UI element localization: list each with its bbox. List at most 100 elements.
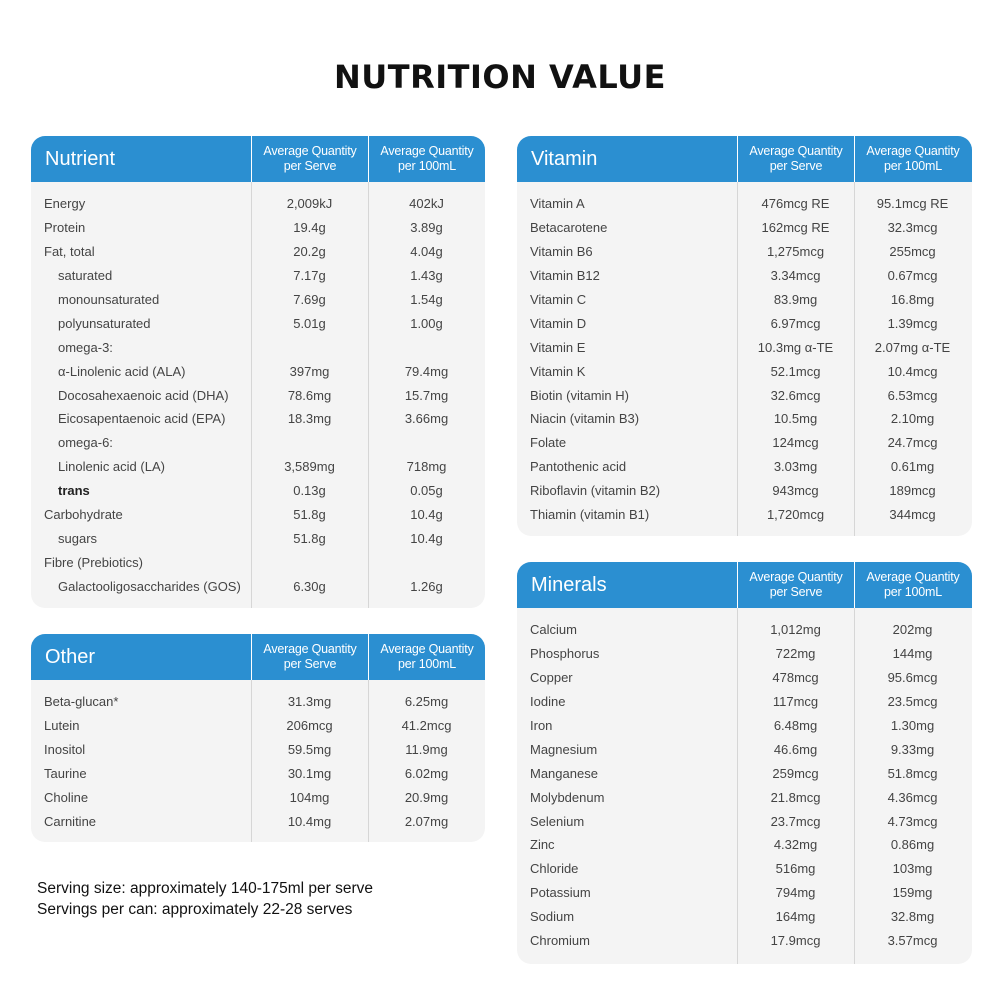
col-header-per-100ml: Average Quantity per 100mL	[368, 634, 485, 680]
nutrient-name: Fibre (Prebiotics)	[44, 554, 143, 570]
col-header-per-serve: Average Quantity per Serve	[737, 136, 854, 182]
per-serve-value: 124mcg	[772, 435, 819, 451]
per-serve-value: 794mg	[775, 885, 816, 901]
table-row: trans 0.13g 0.05g	[31, 479, 485, 503]
nutrient-name: Taurine	[44, 766, 87, 782]
vitamin-table: Vitamin A 476mcg RE 95.1mcg RE Betacarotene…	[517, 182, 972, 536]
per-serve-value: 51.8g	[293, 530, 326, 546]
per-serve-value: 6.48mg	[773, 718, 818, 733]
per-serve-value: 51.8g	[293, 507, 326, 523]
per-100ml-value: 41.2mcg	[401, 718, 452, 734]
table-row: Chloride 516mg 103mg	[517, 857, 972, 881]
per-100ml-value: 1.30mg	[890, 718, 935, 733]
nutrient-name: Choline	[44, 790, 89, 805]
per-100ml-value: 344mcg	[889, 507, 936, 523]
per-100ml-value: 3.66mg	[404, 411, 449, 427]
per-100ml-value: 144mg	[892, 646, 933, 662]
nutrient-header: Nutrient Average Quantity per Serve Avera…	[31, 136, 485, 182]
per-serve-value: 4.32mg	[773, 837, 818, 853]
per-serve-value: 117mcg	[772, 694, 819, 710]
per-100ml-value: 402kJ	[409, 196, 444, 212]
per-serve-value: 516mg	[775, 861, 816, 877]
per-100ml-value: 6.53mcg	[887, 387, 938, 403]
per-100ml-value: 0.05g	[410, 483, 443, 499]
per-100ml-value: 32.8mg	[890, 909, 935, 925]
nutrient-name: Phosphorus	[530, 646, 600, 662]
table-row: Chromium 17.9mcg 3.57mcg	[517, 929, 972, 953]
table-row: Carnitine 10.4mg 2.07mg	[31, 809, 485, 833]
per-serve-value: 0.13g	[293, 483, 326, 499]
table-row: Eicosapentaenoic acid (EPA) 18.3mg 3.66mg	[31, 407, 485, 431]
nutrient-name: Magnesium	[530, 741, 598, 757]
per-serve-value: 3.03mg	[773, 459, 818, 475]
nutrient-name: Carbohydrate	[44, 507, 123, 523]
table-row: Vitamin B12 3.34mcg 0.67mcg	[517, 264, 972, 288]
column-divider	[737, 182, 738, 536]
nutrient-name: Pantothenic acid	[530, 459, 627, 475]
per-serve-value: 478mcg	[772, 670, 819, 686]
nutrient-name: Iodine	[530, 694, 566, 710]
per-serve-value: 397mg	[289, 363, 330, 379]
minerals-heading: Minerals	[531, 573, 607, 596]
nutrient-name: Niacin (vitamin B3)	[530, 411, 640, 427]
per-100ml-value: 10.4mcg	[887, 363, 938, 379]
per-100ml-value: 51.8mcg	[887, 765, 938, 781]
nutrient-name: Beta-glucan*	[44, 694, 119, 710]
per-serve-value: 23.7mcg	[770, 813, 821, 829]
table-row: Sodium 164mg 32.8mg	[517, 905, 972, 929]
per-100ml-value: 79.4mg	[404, 363, 449, 379]
per-100ml-value: 0.61mg	[890, 459, 935, 475]
minerals-table: Calcium 1,012mg 202mg Phosphorus 722mg 144mg C…	[517, 608, 972, 964]
per-100ml-value: 20.9mg	[404, 790, 449, 805]
per-serve-value: 1,275mcg	[766, 244, 825, 260]
nutrient-name: Vitamin K	[530, 363, 586, 379]
column-divider	[368, 680, 369, 842]
per-100ml-value: 6.25mg	[404, 694, 449, 710]
nutrient-name: Vitamin A	[530, 196, 585, 212]
page-title: NUTRITION VALUE	[334, 58, 666, 96]
per-100ml-value: 2.10mg	[890, 411, 935, 427]
table-row: Calcium 1,012mg 202mg	[517, 618, 972, 642]
nutrient-name: Chromium	[530, 933, 590, 949]
table-row: Riboflavin (vitamin B2) 943mcg 189mcg	[517, 479, 972, 503]
nutrient-name: saturated	[58, 268, 113, 284]
table-row: Magnesium 46.6mg 9.33mg	[517, 737, 972, 761]
nutrient-name: Selenium	[530, 813, 585, 829]
per-100ml-value: 4.73mcg	[887, 813, 938, 829]
table-row: omega-6:	[31, 431, 485, 455]
nutrient-name: Vitamin B12	[530, 268, 600, 284]
table-row: Molybdenum 21.8mcg 4.36mcg	[517, 785, 972, 809]
per-serve-value: 20.2g	[293, 244, 326, 260]
per-100ml-value: 4.04g	[410, 244, 443, 260]
minerals-panel: Minerals Average Quantity per Serve Avera…	[517, 562, 972, 964]
nutrient-name: monounsaturated	[58, 292, 160, 307]
table-row: Vitamin A 476mcg RE 95.1mcg RE	[517, 192, 972, 216]
table-row: Inositol 59.5mg 11.9mg	[31, 738, 485, 762]
vitamin-panel: Vitamin Average Quantity per Serve Averag…	[517, 136, 972, 536]
table-row: Zinc 4.32mg 0.86mg	[517, 833, 972, 857]
table-row: Fat, total 20.2g 4.04g	[31, 240, 485, 264]
per-100ml-value: 95.6mcg	[887, 670, 938, 686]
per-100ml-value: 718mg	[406, 459, 447, 475]
per-serve-value: 7.69g	[293, 292, 326, 307]
servings-per-can-text: Servings per can: approximately 22-28 se…	[37, 901, 353, 918]
per-serve-value: 78.6mg	[287, 387, 332, 403]
nutrient-name: Galactooligosaccharides (GOS)	[58, 578, 241, 594]
table-row: omega-3:	[31, 335, 485, 359]
nutrient-name: Inositol	[44, 742, 86, 758]
per-100ml-value: 103mg	[892, 861, 933, 877]
table-row: Vitamin K 52.1mcg 10.4mcg	[517, 359, 972, 383]
nutrient-name: polyunsaturated	[58, 315, 151, 331]
per-serve-value: 206mcg	[286, 718, 333, 734]
nutrient-name: Zinc	[530, 837, 555, 853]
per-100ml-value: 32.3mcg	[887, 220, 938, 236]
per-serve-value: 722mg	[775, 646, 816, 662]
col-header-per-100ml: Average Quantity per 100mL	[854, 136, 971, 182]
other-heading: Other	[45, 645, 96, 668]
nutrient-name: Calcium	[530, 622, 577, 638]
nutrient-name: Vitamin C	[530, 292, 587, 307]
nutrient-name: Manganese	[530, 765, 598, 781]
nutrient-name: trans	[58, 483, 90, 499]
column-divider	[368, 182, 369, 608]
per-serve-value: 6.30g	[293, 578, 326, 594]
